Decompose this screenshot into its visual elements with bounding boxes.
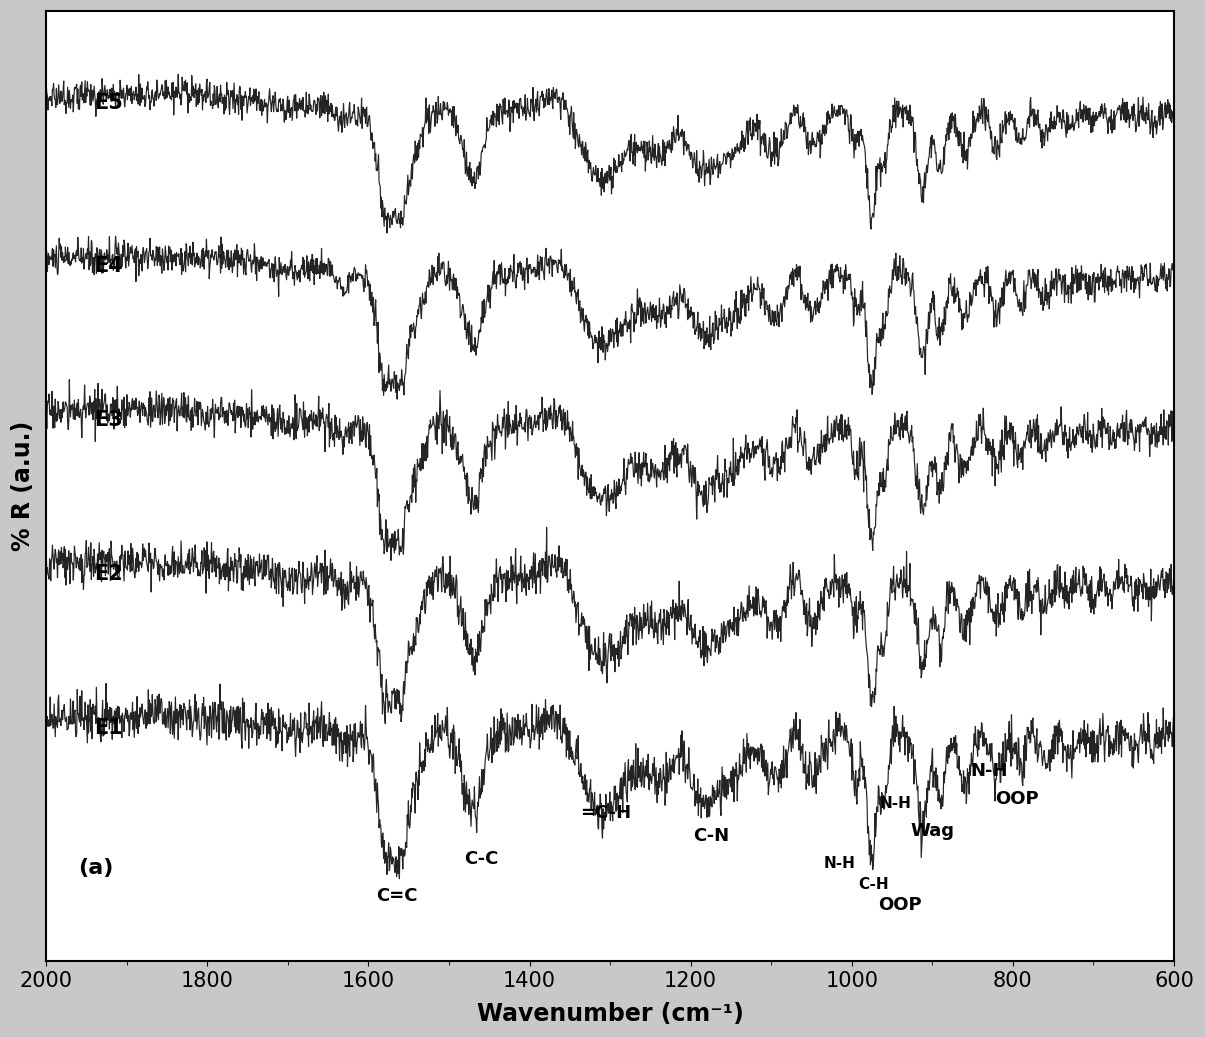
Text: C=C: C=C — [376, 887, 417, 905]
Text: E3: E3 — [94, 411, 123, 430]
Text: E4: E4 — [94, 256, 123, 276]
Text: =C-H: =C-H — [581, 804, 631, 821]
Text: C-N: C-N — [693, 826, 729, 845]
Y-axis label: % R (a.u.): % R (a.u.) — [11, 421, 35, 552]
Text: N-H: N-H — [824, 857, 856, 871]
Text: E2: E2 — [94, 564, 123, 584]
X-axis label: Wavenumber (cm⁻¹): Wavenumber (cm⁻¹) — [477, 1002, 743, 1026]
Text: N-H: N-H — [880, 796, 912, 811]
Text: E1: E1 — [94, 719, 123, 738]
Text: (a): (a) — [78, 859, 113, 878]
Text: N-H: N-H — [970, 762, 1007, 780]
Text: C-H: C-H — [858, 877, 889, 892]
Text: C-C: C-C — [464, 850, 499, 868]
Text: OOP: OOP — [878, 896, 922, 915]
Text: OOP: OOP — [995, 789, 1039, 808]
Text: Wag: Wag — [910, 822, 954, 840]
Text: E5: E5 — [94, 92, 123, 113]
